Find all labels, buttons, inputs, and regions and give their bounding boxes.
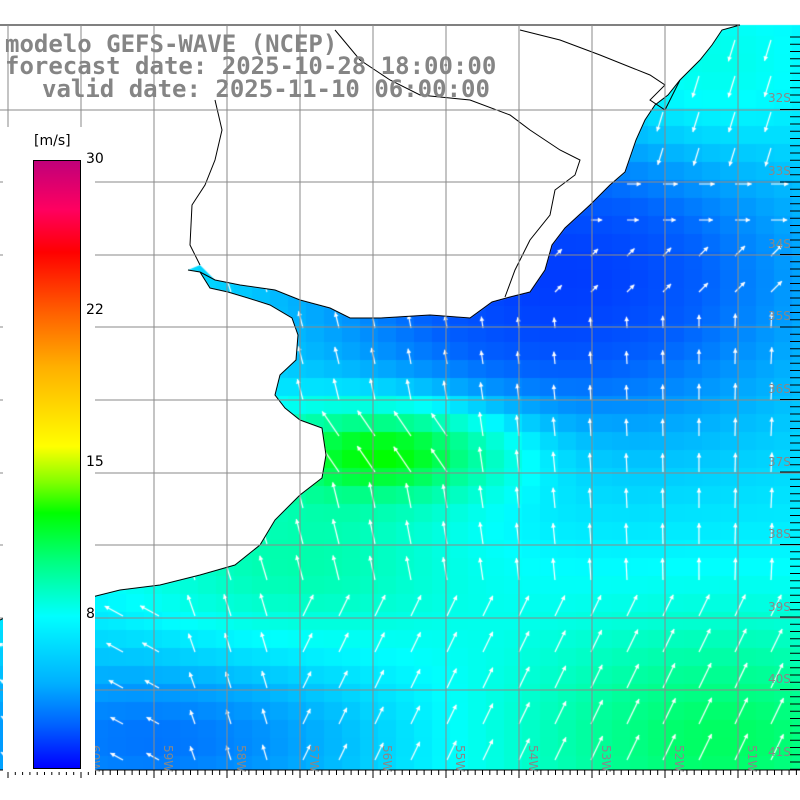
latitude-label: 40S — [768, 672, 791, 686]
axis-ticks — [0, 36, 800, 778]
latitude-label: 33S — [768, 164, 791, 178]
colorbar-tick: 22 — [86, 302, 104, 318]
longitude-label: 54W — [526, 745, 540, 772]
latitude-label: 39S — [768, 600, 791, 614]
latitude-label: 37S — [768, 455, 791, 469]
colorbar — [33, 160, 81, 769]
colorbar-unit: [m/s] — [34, 133, 71, 149]
longitude-label: 57W — [307, 745, 321, 772]
model-title: modelo GEFS-WAVE (NCEP) — [5, 30, 338, 58]
latitude-label: 35S — [768, 309, 791, 323]
longitude-label: 52W — [672, 745, 686, 772]
longitude-label: 51W — [745, 745, 759, 772]
latitude-label: 32S — [768, 91, 791, 105]
colorbar-tick: 8 — [86, 606, 95, 622]
longitude-labels: 61W60W59W58W57W56W55W54W53W52W51W — [15, 745, 759, 772]
river-border — [189, 29, 681, 298]
latitude-label: 38S — [768, 527, 791, 541]
valid-date: valid date: 2025-11-10 06:00:00 — [42, 75, 490, 103]
graticule — [0, 25, 800, 770]
colorbar-tick: 15 — [86, 454, 104, 470]
colorbar-tick: 30 — [86, 151, 104, 167]
longitude-label: 55W — [453, 745, 467, 772]
latitude-label: 41S — [768, 745, 791, 759]
latitude-label: 34S — [768, 237, 791, 251]
latitude-label: 36S — [768, 382, 791, 396]
longitude-label: 53W — [599, 745, 613, 772]
longitude-label: 58W — [234, 745, 248, 772]
longitude-label: 56W — [380, 745, 394, 772]
longitude-label: 59W — [161, 745, 175, 772]
latitude-labels: 32S 33S 34S 35S 36S 37S 38S 39S 40S 41S — [768, 91, 791, 759]
coastline — [0, 24, 741, 621]
forecast-date: forecast date: 2025-10-28 18:00:00 — [5, 52, 497, 80]
